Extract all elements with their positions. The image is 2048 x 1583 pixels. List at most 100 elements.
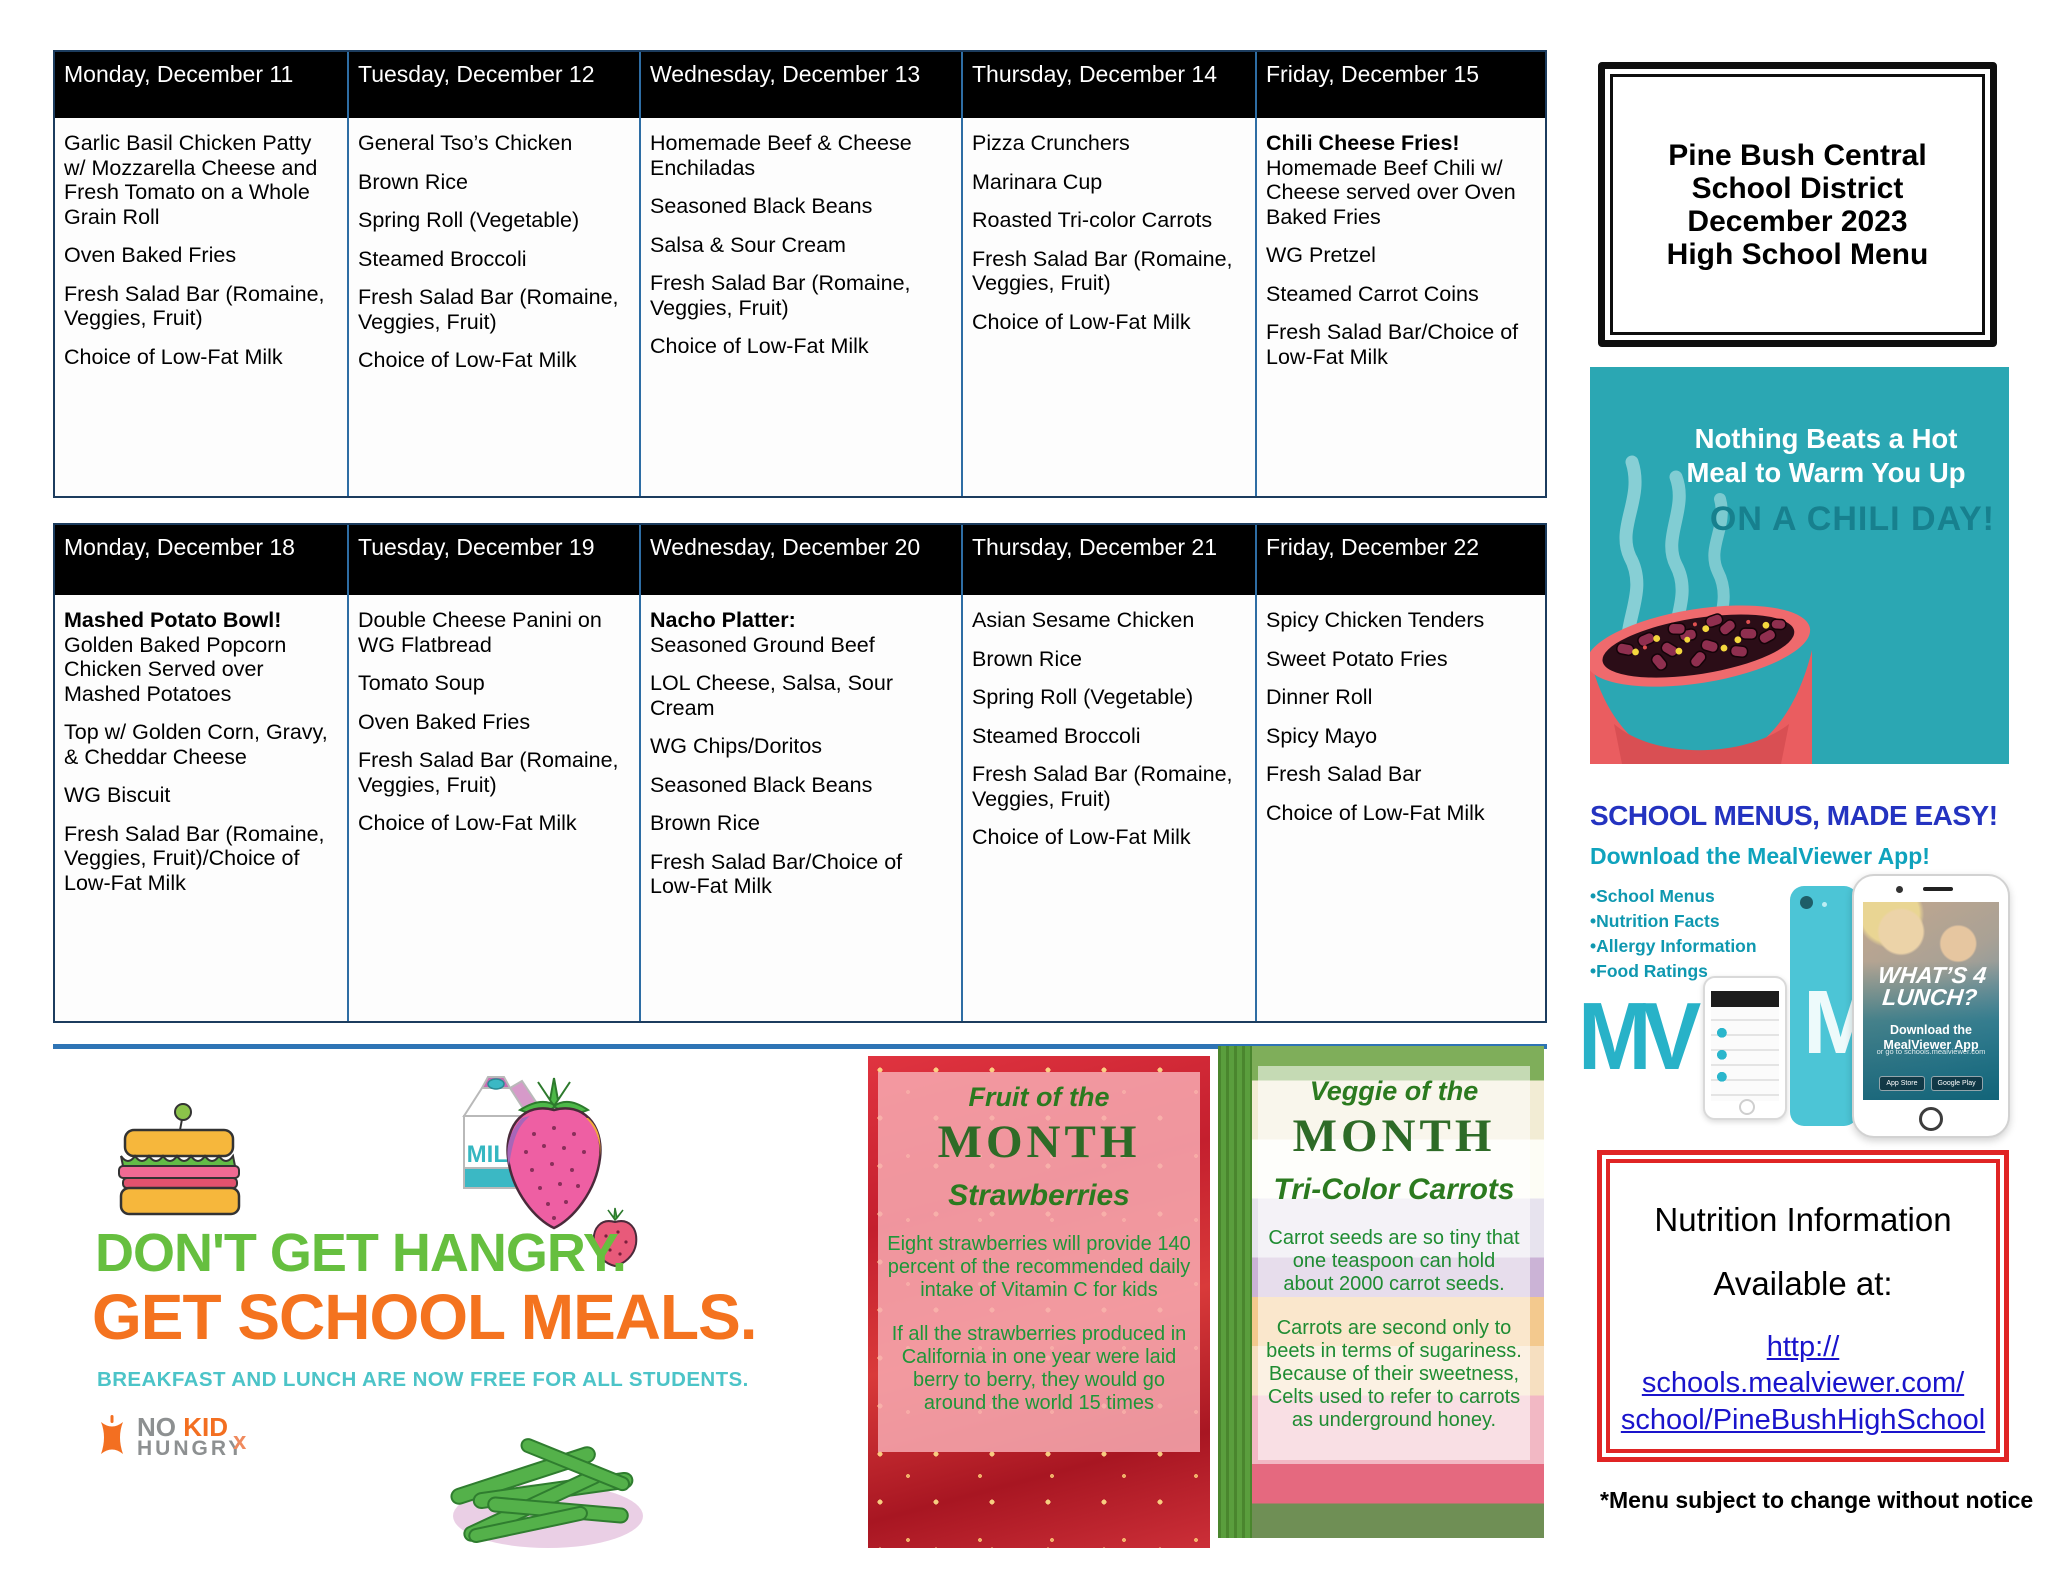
chili-bowl-icon bbox=[1590, 605, 1812, 764]
day-column: Monday, December 11 Garlic Basil Chicken … bbox=[55, 52, 347, 496]
veggie-of-month-panel: Veggie of the MONTH Tri-Color Carrots Ca… bbox=[1218, 1046, 1544, 1538]
mealviewer-bullet: •Food Ratings bbox=[1590, 961, 1708, 981]
nutrition-link-line[interactable]: http:// bbox=[1766, 1331, 1840, 1363]
menu-table-week1: Monday, December 11 Garlic Basil Chicken … bbox=[53, 50, 1547, 498]
nkh-kid: KID bbox=[183, 1411, 229, 1442]
title-line: High School Menu bbox=[1666, 237, 1929, 271]
menu-item: Choice of Low-Fat Milk bbox=[972, 825, 1191, 849]
menu-item: Spicy Chicken Tenders bbox=[1266, 608, 1485, 632]
day-menu: Asian Sesame Chicken Brown Rice Spring Rol… bbox=[963, 595, 1255, 1021]
promo-phone-screen: WHAT’S 4 LUNCH? Download the MealViewer … bbox=[1863, 902, 1999, 1100]
menu-item: Steamed Broccoli bbox=[972, 723, 1141, 748]
fruit-fact-2: If all the strawberries produced in Cali… bbox=[891, 1322, 1187, 1415]
strawberry-icon bbox=[592, 1207, 638, 1268]
menu-item: Fresh Salad Bar/Choice of Low-Fat Milk bbox=[1266, 320, 1519, 369]
menu-item: Fresh Salad Bar (Romaine, Veggies, Fruit… bbox=[650, 271, 911, 320]
menu-item: Fresh Salad Bar (Romaine, Veggies, Fruit… bbox=[972, 246, 1233, 296]
veggie-fact-2: Carrots are second only to beets in term… bbox=[1266, 1316, 1522, 1432]
fruit-title: MONTH bbox=[937, 1116, 1141, 1168]
veggie-kicker: Veggie of the bbox=[1309, 1076, 1479, 1106]
nkh-hungry: HUNGRY bbox=[137, 1437, 246, 1461]
day-menu: Nacho Platter: Seasoned Ground Beef LOL Ch… bbox=[641, 595, 961, 1021]
menu-change-footnote: *Menu subject to change without notice bbox=[1600, 1487, 2034, 1513]
menu-item: Choice of Low-Fat Milk bbox=[64, 344, 283, 369]
veggie-overlay: Veggie of the MONTH Tri-Color Carrots Ca… bbox=[1258, 1066, 1530, 1460]
menu-item: Seasoned Black Beans bbox=[650, 772, 873, 797]
nutrition-info-box: Nutrition Information Available at: http… bbox=[1597, 1150, 2009, 1462]
fruit-subtitle: Strawberries bbox=[948, 1179, 1130, 1212]
menu-item: LOL Cheese, Salsa, Sour Cream bbox=[650, 671, 894, 720]
download-line2: MealViewer App bbox=[1883, 1037, 1979, 1052]
menu-item: Choice of Low-Fat Milk bbox=[972, 309, 1191, 334]
day-header: Wednesday, December 13 bbox=[641, 52, 961, 118]
mealviewer-bullet: •School Menus bbox=[1590, 886, 1715, 906]
day-menu: Spicy Chicken Tenders Sweet Potato Fries D… bbox=[1257, 595, 1545, 1021]
menu-item: Choice of Low-Fat Milk bbox=[1266, 800, 1485, 825]
day-header: Friday, December 15 bbox=[1257, 52, 1545, 118]
menu-item: Fresh Salad Bar (Romaine, Veggies, Fruit… bbox=[64, 821, 325, 895]
menu-item: Tomato Soup bbox=[358, 671, 485, 695]
menu-item: Steamed Carrot Coins bbox=[1266, 281, 1479, 306]
day-menu: Garlic Basil Chicken Patty w/ Mozzarella… bbox=[55, 118, 347, 496]
menu-item: Marinara Cup bbox=[972, 169, 1103, 194]
day-column: Tuesday, December 12 General Tso’s Chicke… bbox=[347, 52, 639, 496]
title-line: School District bbox=[1691, 171, 1904, 205]
mealviewer-bullet: •Nutrition Facts bbox=[1590, 911, 1720, 931]
day-header: Tuesday, December 12 bbox=[349, 52, 639, 118]
nkh-no: NO bbox=[137, 1411, 176, 1442]
menu-item: Oven Baked Fries bbox=[64, 243, 237, 267]
menu-item: Chili Cheese Fries! Homemade Beef Chili w… bbox=[1266, 131, 1516, 229]
store-badges: App Store Google Play bbox=[1863, 1076, 1999, 1091]
menu-item: Nacho Platter: Seasoned Ground Beef bbox=[650, 608, 875, 657]
menu-item: Double Cheese Panini on WG Flatbread bbox=[358, 608, 602, 657]
fruit-of-month-panel: Fruit of the MONTH Strawberries Eight st… bbox=[868, 1056, 1210, 1548]
menu-item: Seasoned Black Beans bbox=[650, 194, 873, 218]
sandwich-icon bbox=[118, 1103, 241, 1216]
day-column: Friday, December 22 Spicy Chicken Tenders… bbox=[1255, 525, 1545, 1021]
menu-item: Choice of Low-Fat Milk bbox=[358, 348, 577, 372]
app-screenshot-phone bbox=[1703, 976, 1787, 1120]
phone-case: M bbox=[1790, 886, 1858, 1126]
menu-item: Fresh Salad Bar (Romaine, Veggies, Fruit… bbox=[972, 762, 1233, 811]
day-menu: General Tso’s Chicken Brown Rice Spring Ro… bbox=[349, 118, 639, 496]
day-header: Friday, December 22 bbox=[1257, 525, 1545, 595]
nutrition-info-inner: Nutrition Information Available at: http… bbox=[1606, 1159, 2000, 1453]
menu-item: Top w/ Golden Corn, Gravy, & Cheddar Che… bbox=[64, 720, 328, 769]
menu-item: WG Pretzel bbox=[1266, 243, 1376, 267]
mealviewer-subheading: Download the MealViewer App! bbox=[1590, 843, 1930, 869]
day-menu: Pizza Crunchers Marinara Cup Roasted Tri-c… bbox=[963, 118, 1255, 496]
google-play-badge: Google Play bbox=[1930, 1076, 1983, 1091]
whats4lunch-text: WHAT’S 4 LUNCH? bbox=[1863, 962, 1999, 1010]
home-button-icon bbox=[1739, 1099, 1755, 1115]
menu-item: Brown Rice bbox=[972, 646, 1082, 671]
menu-item: Dinner Roll bbox=[1266, 685, 1373, 709]
promo-phone: WHAT’S 4 LUNCH? Download the MealViewer … bbox=[1852, 874, 2010, 1138]
day-header: Monday, December 18 bbox=[55, 525, 347, 595]
nutrition-link-line[interactable]: school/PineBushHighSchool bbox=[1620, 1403, 1986, 1436]
fruit-kicker: Fruit of the bbox=[968, 1082, 1110, 1112]
menu-item: Pizza Crunchers bbox=[972, 131, 1130, 155]
menu-item: Salsa & Sour Cream bbox=[650, 232, 846, 257]
separator-line bbox=[53, 1044, 1547, 1049]
day-column: Thursday, December 14 Pizza Crunchers Mari… bbox=[961, 52, 1255, 496]
banner-headline: Nothing Beats a Hot Meal to Warm You Up bbox=[1652, 422, 2000, 491]
menu-item: WG Biscuit bbox=[64, 783, 171, 807]
nutrition-link[interactable]: http:// schools.mealviewer.com/ school/P… bbox=[1610, 1329, 1996, 1438]
menu-item: Fresh Salad Bar bbox=[1266, 762, 1422, 786]
nutrition-title-line1: Nutrition Information bbox=[1654, 1201, 1952, 1238]
menu-item: WG Chips/Doritos bbox=[650, 734, 823, 758]
menu-item: Brown Rice bbox=[650, 811, 760, 835]
fruit-overlay: Fruit of the MONTH Strawberries Eight st… bbox=[878, 1072, 1200, 1452]
day-column: Friday, December 15 Chili Cheese Fries! Ho… bbox=[1255, 52, 1545, 496]
mealviewer-bullet: •Allergy Information bbox=[1590, 936, 1757, 956]
banner-line-2: Meal to Warm You Up bbox=[1686, 457, 1966, 489]
veggie-title: MONTH bbox=[1292, 1110, 1496, 1162]
title-line: Pine Bush Central bbox=[1668, 138, 1927, 172]
day-header: Tuesday, December 19 bbox=[349, 525, 639, 595]
strawberry-icon bbox=[506, 1077, 602, 1230]
menu-item: Fresh Salad Bar (Romaine, Veggies, Fruit… bbox=[358, 285, 619, 334]
nutrition-link-line[interactable]: schools.mealviewer.com/ bbox=[1641, 1367, 1965, 1400]
veggie-subtitle: Tri-Color Carrots bbox=[1273, 1173, 1515, 1206]
menu-item: Fresh Salad Bar/Choice of Low-Fat Milk bbox=[650, 849, 903, 899]
menu-item: Fresh Salad Bar (Romaine, Veggies, Fruit… bbox=[64, 281, 325, 331]
